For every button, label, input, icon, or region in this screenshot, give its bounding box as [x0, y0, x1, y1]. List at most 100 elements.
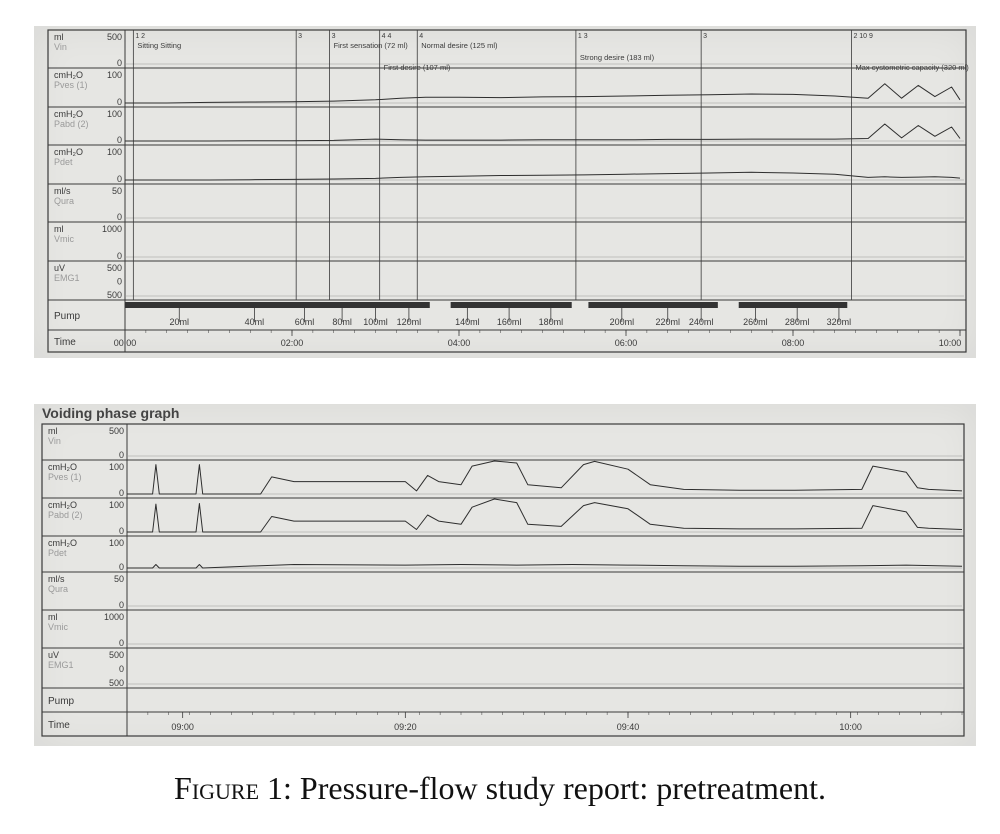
c1-channel-min: 500 — [107, 290, 122, 300]
c2-channel-max: 500 — [109, 650, 124, 660]
c2-channel-min: 0 — [119, 488, 124, 498]
c1-channel-name: EMG1 — [54, 273, 80, 283]
c1-channel-unit: ml/s — [54, 186, 71, 196]
c1-channel-name: Qura — [54, 196, 74, 206]
c1-trace-pdet — [125, 171, 961, 181]
c2-channel-unit: ml — [48, 426, 58, 436]
c2-chart-frame — [41, 423, 965, 737]
c1-channel-max: 100 — [107, 147, 122, 157]
c2-channel-max: 100 — [109, 462, 124, 472]
c1-pump-tick-label: 80ml — [332, 317, 352, 327]
c2-channel-unit: cmH₂O — [48, 500, 77, 510]
c1-event-mark: 4 — [419, 33, 423, 40]
c1-channel-name: Pves (1) — [54, 80, 88, 90]
c2-channel-max: 100 — [109, 500, 124, 510]
c1-pump-tick-label: 140ml — [455, 317, 480, 327]
c1-event-label: Strong desire (183 ml) — [580, 53, 655, 62]
c1-channel-unit: ml — [54, 32, 64, 42]
c2-channel-max: 1000 — [104, 612, 124, 622]
c1-pump-tick-label: 200ml — [610, 317, 635, 327]
c1-event-mark: 2 10 9 — [853, 33, 873, 40]
c2-channel-max: 50 — [114, 574, 124, 584]
c2-channel-unit: cmH₂O — [48, 462, 77, 472]
c1-pump-tick-label: 20ml — [170, 317, 190, 327]
c1-trace-pabd-2 — [125, 123, 961, 142]
c2-time-tick-label: 09:20 — [394, 722, 417, 732]
c1-event-mark: 1 3 — [578, 33, 588, 40]
c2-channel-name: Pves (1) — [48, 472, 82, 482]
c2-channel-name: Qura — [48, 584, 68, 594]
c2-trace-pves-1 — [127, 460, 963, 495]
c2-trace-pabd-2 — [127, 498, 963, 533]
c2-time-label: Time — [48, 720, 70, 731]
c1-chart-frame — [47, 29, 967, 353]
c1-channel-max: 500 — [107, 32, 122, 42]
c1-channel-max: 100 — [107, 70, 122, 80]
c2-channel-mid: 0 — [119, 664, 124, 674]
c2-channel-name: Pabd (2) — [48, 510, 83, 520]
c2-channel-min: 500 — [109, 678, 124, 688]
c1-event-mark: 3 — [703, 33, 707, 40]
c2-chart-title: Voiding phase graph — [42, 405, 179, 421]
c1-channel-unit: cmH₂O — [54, 70, 83, 80]
c1-time-tick-label: 02:00 — [281, 338, 304, 348]
c2-channel-min: 0 — [119, 562, 124, 572]
c1-pump-segment — [588, 302, 718, 308]
c2-channel-max: 500 — [109, 426, 124, 436]
c2-channel-name: Vin — [48, 436, 61, 446]
voiding-phase-chart-photo — [34, 404, 976, 746]
c1-channel-max: 50 — [112, 186, 122, 196]
c1-time-tick-label: 10:00 — [939, 338, 962, 348]
c2-channel-unit: ml/s — [48, 574, 65, 584]
c1-channel-min: 0 — [117, 251, 122, 261]
c1-time-label: Time — [54, 337, 76, 348]
c1-time-tick-label: 00:00 — [114, 338, 137, 348]
c1-pump-tick-label: 60ml — [295, 317, 315, 327]
c2-channel-min: 0 — [119, 526, 124, 536]
c1-event-label: Normal desire (125 ml) — [421, 41, 498, 50]
c1-time-tick-label: 08:00 — [782, 338, 805, 348]
c2-time-tick-label: 10:00 — [839, 722, 862, 732]
c2-channel-name: EMG1 — [48, 660, 74, 670]
c1-channel-max: 100 — [107, 109, 122, 119]
c1-event-label: First sensation (72 ml) — [334, 41, 409, 50]
c2-trace-pdet — [127, 564, 963, 569]
c1-pump-tick-label: 40ml — [245, 317, 265, 327]
c1-channel-mid: 0 — [117, 277, 122, 287]
c1-pump-segment — [125, 302, 430, 308]
c2-channel-unit: ml — [48, 612, 58, 622]
c1-pump-tick-label: 100ml — [363, 317, 388, 327]
c1-time-tick-label: 04:00 — [448, 338, 471, 348]
c1-pump-tick-label: 120ml — [397, 317, 422, 327]
c1-channel-max: 500 — [107, 263, 122, 273]
c1-event-mark: 1 2 — [135, 33, 145, 40]
c1-channel-min: 0 — [117, 58, 122, 68]
c1-channel-min: 0 — [117, 174, 122, 184]
c2-channel-max: 100 — [109, 538, 124, 548]
c2-channel-unit: uV — [48, 650, 59, 660]
c2-channel-name: Vmic — [48, 622, 68, 632]
c1-trace-pves-1 — [125, 83, 961, 104]
c1-event-mark: 4 4 — [382, 33, 392, 40]
c2-channel-min: 0 — [119, 638, 124, 648]
c1-channel-name: Vin — [54, 42, 67, 52]
c1-channel-unit: cmH₂O — [54, 147, 83, 157]
c2-channel-min: 0 — [119, 450, 124, 460]
c1-pump-tick-label: 220ml — [655, 317, 680, 327]
c2-pump-label: Pump — [48, 696, 75, 707]
c1-pump-segment — [450, 302, 572, 308]
c1-channel-name: Pdet — [54, 157, 73, 167]
figure-caption-label: Figure 1: — [174, 770, 292, 806]
c1-pump-tick-label: 180ml — [539, 317, 564, 327]
c2-channel-name: Pdet — [48, 548, 67, 558]
c2-channel-unit: cmH₂O — [48, 538, 77, 548]
c1-pump-tick-label: 280ml — [785, 317, 810, 327]
c1-event-mark: 3 — [332, 33, 336, 40]
c1-channel-min: 0 — [117, 97, 122, 107]
c1-channel-unit: ml — [54, 224, 64, 234]
c1-channel-unit: cmH₂O — [54, 109, 83, 119]
c1-event-label: Sitting Sitting — [137, 41, 181, 50]
figure-caption-text: Pressure-flow study report: pretreatment… — [299, 770, 826, 806]
c1-channel-name: Pabd (2) — [54, 119, 89, 129]
